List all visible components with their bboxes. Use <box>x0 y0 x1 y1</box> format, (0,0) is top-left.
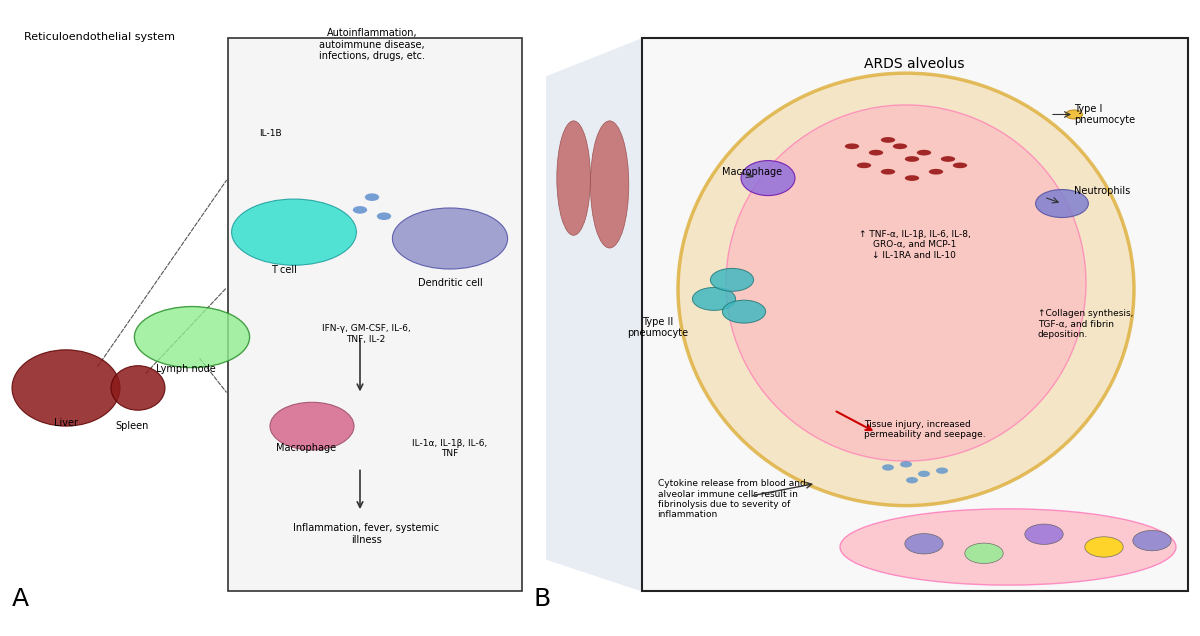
Circle shape <box>365 193 379 201</box>
Text: Cytokine release from blood and
alveolar immune cells result in
fibrinolysis due: Cytokine release from blood and alveolar… <box>658 479 805 520</box>
FancyBboxPatch shape <box>642 38 1188 591</box>
Circle shape <box>1025 524 1063 544</box>
Text: IL-1B: IL-1B <box>259 129 281 138</box>
Circle shape <box>906 477 918 483</box>
Circle shape <box>377 212 391 220</box>
Text: T cell: T cell <box>271 265 298 275</box>
Text: Lymph node: Lymph node <box>156 364 216 374</box>
Text: Type II
pneumocyte: Type II pneumocyte <box>628 317 688 338</box>
Ellipse shape <box>905 156 919 162</box>
Text: IFN-γ, GM-CSF, IL-6,
TNF, IL-2: IFN-γ, GM-CSF, IL-6, TNF, IL-2 <box>322 324 410 343</box>
Ellipse shape <box>869 149 883 155</box>
Circle shape <box>1036 190 1088 218</box>
Ellipse shape <box>726 105 1086 461</box>
Circle shape <box>965 543 1003 563</box>
Text: Macrophage: Macrophage <box>276 443 336 453</box>
Ellipse shape <box>941 156 955 162</box>
Circle shape <box>392 208 508 269</box>
Text: ARDS alveolus: ARDS alveolus <box>864 57 965 71</box>
Text: Dendritic cell: Dendritic cell <box>418 278 482 288</box>
Text: ↑Collagen synthesis,
TGF-α, and fibrin
deposition.: ↑Collagen synthesis, TGF-α, and fibrin d… <box>1038 310 1133 339</box>
FancyBboxPatch shape <box>228 38 522 591</box>
Ellipse shape <box>12 350 120 426</box>
Text: Autoinflammation,
autoimmune disease,
infections, drugs, etc.: Autoinflammation, autoimmune disease, in… <box>319 28 425 61</box>
Ellipse shape <box>678 73 1134 506</box>
Ellipse shape <box>929 169 943 175</box>
Ellipse shape <box>742 161 796 196</box>
Ellipse shape <box>905 175 919 181</box>
Text: Inflammation, fever, systemic
illness: Inflammation, fever, systemic illness <box>293 523 439 545</box>
Circle shape <box>710 268 754 291</box>
Ellipse shape <box>881 169 895 175</box>
Text: A: A <box>12 586 29 611</box>
Ellipse shape <box>881 137 895 142</box>
Ellipse shape <box>893 143 907 149</box>
Circle shape <box>232 199 356 265</box>
Ellipse shape <box>953 162 967 169</box>
Circle shape <box>1085 537 1123 557</box>
Circle shape <box>936 467 948 474</box>
Circle shape <box>722 300 766 323</box>
Circle shape <box>1066 110 1082 119</box>
Circle shape <box>134 307 250 368</box>
Circle shape <box>918 471 930 477</box>
Ellipse shape <box>590 121 629 248</box>
Text: Spleen: Spleen <box>115 421 149 431</box>
Ellipse shape <box>112 366 166 410</box>
Text: Type I
pneumocyte: Type I pneumocyte <box>1074 104 1135 125</box>
Circle shape <box>692 287 736 310</box>
Text: Reticuloendothelial system: Reticuloendothelial system <box>24 32 175 42</box>
Circle shape <box>900 461 912 467</box>
Ellipse shape <box>840 509 1176 585</box>
Text: Liver: Liver <box>54 418 78 428</box>
Circle shape <box>1133 530 1171 551</box>
Ellipse shape <box>857 162 871 169</box>
Ellipse shape <box>845 143 859 149</box>
Text: Tissue injury, increased
permeability and seepage.: Tissue injury, increased permeability an… <box>864 420 985 439</box>
Text: Neutrophils: Neutrophils <box>1074 186 1130 196</box>
Text: ↑ TNF-α, IL-1β, IL-6, IL-8,
GRO-α, and MCP-1
↓ IL-1RA and IL-10: ↑ TNF-α, IL-1β, IL-6, IL-8, GRO-α, and M… <box>858 230 971 259</box>
Circle shape <box>905 534 943 554</box>
Text: B: B <box>534 586 551 611</box>
Text: IL-1α, IL-1β, IL-6,
TNF: IL-1α, IL-1β, IL-6, TNF <box>413 439 487 458</box>
Ellipse shape <box>917 149 931 155</box>
Circle shape <box>353 206 367 214</box>
Circle shape <box>882 464 894 471</box>
Text: Macrophage: Macrophage <box>722 167 782 177</box>
Polygon shape <box>546 38 642 591</box>
Ellipse shape <box>270 402 354 450</box>
Ellipse shape <box>557 121 590 235</box>
